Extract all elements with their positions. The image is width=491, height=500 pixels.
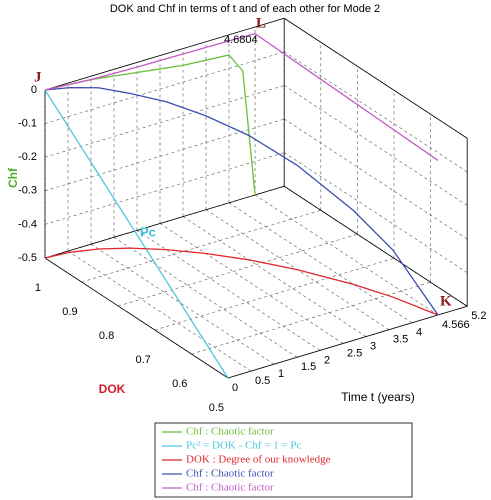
- grid-line: [44, 152, 285, 225]
- grid-line: [284, 118, 468, 240]
- x-tick-label: 1: [278, 368, 284, 380]
- legend-label: Chf : Chaotic factor: [186, 426, 274, 438]
- series-line: [44, 54, 256, 196]
- z-tick-label: 0: [31, 84, 37, 96]
- box-edge: [227, 305, 468, 379]
- grid-line: [113, 237, 298, 358]
- series-line: [44, 33, 439, 161]
- chart-title: DOK and Chf in terms of t and of each ot…: [110, 3, 380, 15]
- grid-line: [284, 85, 468, 206]
- x-axis-label: Time t (years): [341, 390, 415, 404]
- legend-box: [154, 422, 413, 498]
- y-tick-label: 1: [35, 282, 41, 294]
- annotation: L: [256, 15, 266, 31]
- x-tick-label: 3.5: [393, 334, 408, 346]
- box-edge: [44, 257, 229, 379]
- x-tick-label: 0: [232, 382, 238, 394]
- annotation: 4.6804: [224, 34, 258, 46]
- series-line: [44, 87, 439, 316]
- x-tick-label: 4: [416, 327, 422, 339]
- grid-line: [118, 233, 358, 307]
- annotation: J: [34, 69, 42, 85]
- z-tick-label: -0.5: [18, 252, 37, 264]
- legend-label: Chf : Chaotic factor: [186, 482, 274, 494]
- x-tick-label: 4.566: [442, 319, 470, 331]
- y-tick-label: 0.9: [62, 306, 77, 318]
- box-edge: [44, 185, 285, 259]
- z-tick-label: -0.3: [18, 185, 37, 197]
- box-edge: [283, 185, 468, 307]
- y-tick-label: 0.6: [172, 378, 187, 390]
- legend-label: DOK : Degree of our knowledge: [186, 454, 331, 466]
- annotation: Pc: [140, 224, 156, 239]
- x-tick-label: 1.5: [301, 361, 316, 373]
- z-tick-label: -0.2: [18, 151, 37, 163]
- series-line: [44, 89, 229, 379]
- x-tick-label: 5.2: [471, 310, 486, 322]
- box-edge: [283, 17, 468, 139]
- x-tick-label: 2.5: [347, 347, 362, 359]
- series-line: [44, 247, 439, 316]
- y-tick-label: 0.8: [99, 330, 114, 342]
- grid-line: [182, 216, 367, 337]
- grid-line: [159, 223, 344, 344]
- legend-label: Pc² = DOK - Chf = 1 = Pc: [186, 440, 302, 452]
- grid-line: [284, 51, 468, 173]
- grid-line: [254, 194, 439, 316]
- grid-line: [228, 202, 413, 324]
- annotation: K: [440, 293, 452, 309]
- z-tick-label: -0.4: [18, 218, 37, 230]
- x-tick-label: 3: [370, 341, 376, 353]
- grid-line: [81, 209, 321, 283]
- z-tick-label: -0.1: [18, 118, 37, 130]
- legend-label: Chf : Chaotic factor: [186, 468, 274, 480]
- y-axis-label: DOK: [99, 382, 126, 396]
- grid-line: [67, 250, 252, 372]
- grid-line: [284, 152, 468, 273]
- box-edge: [44, 17, 285, 91]
- y-tick-label: 0.5: [209, 402, 224, 414]
- z-axis-label: Chf: [6, 167, 20, 188]
- y-tick-label: 0.7: [136, 354, 151, 366]
- x-tick-label: 0.5: [255, 375, 270, 387]
- grid-line: [90, 243, 275, 365]
- grid-line: [136, 230, 321, 351]
- x-tick-label: 2: [324, 354, 330, 366]
